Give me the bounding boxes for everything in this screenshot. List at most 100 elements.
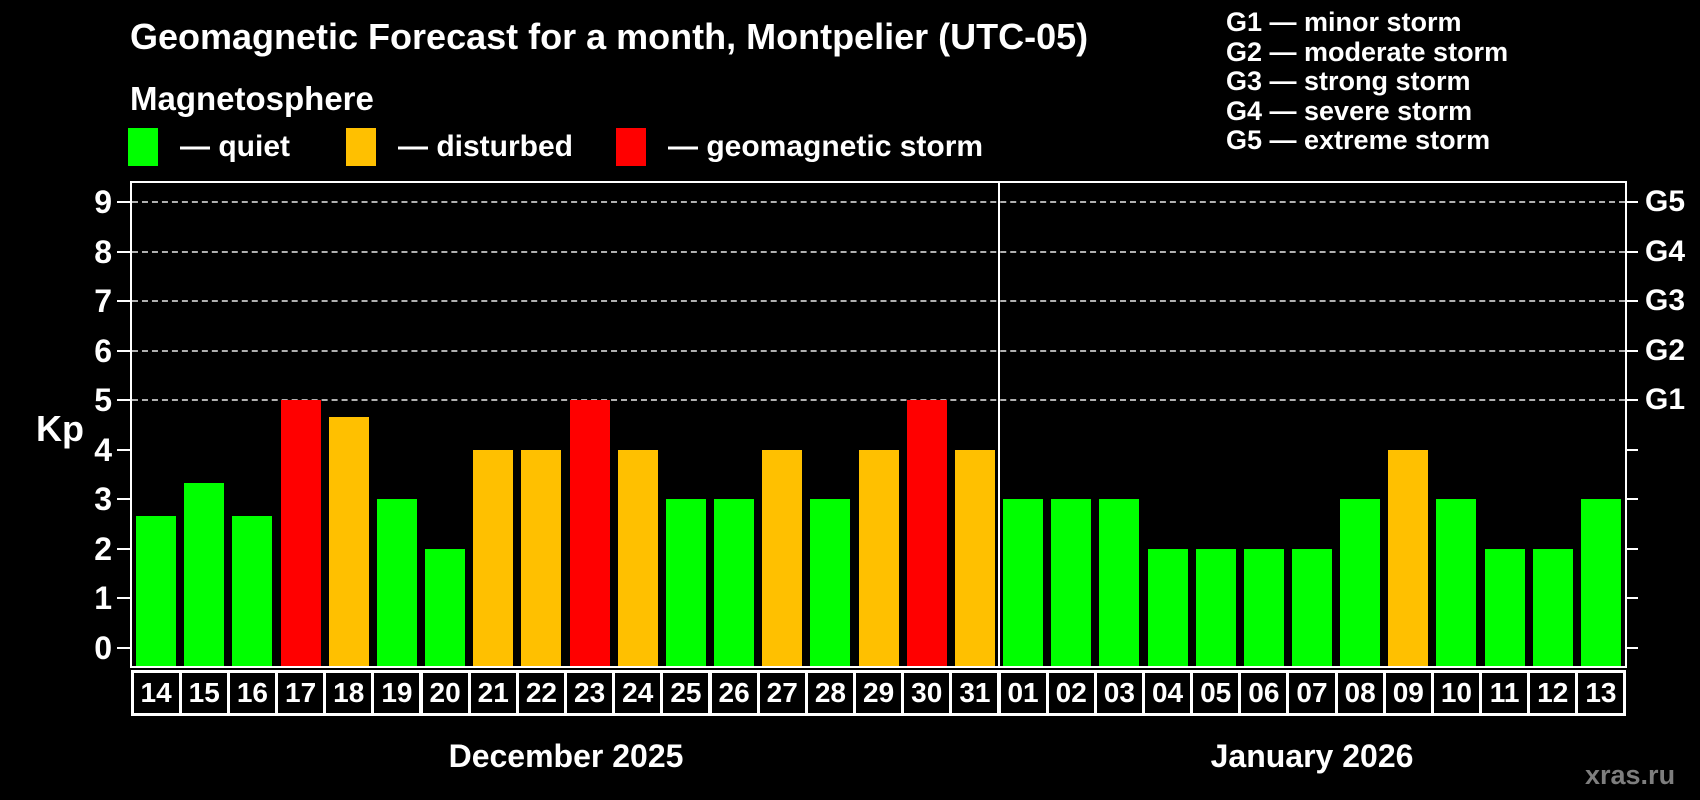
day-label-0-24: 24 (612, 670, 664, 716)
kp-bar-1-10 (1436, 499, 1477, 666)
y-axis-tick-8 (117, 250, 130, 253)
day-label-0-17: 17 (275, 670, 327, 716)
kp-bar-0-26 (714, 499, 755, 666)
kp-bar-1-03 (1099, 499, 1140, 666)
g-axis-tick-2 (1625, 547, 1638, 550)
kp-bar-0-15 (184, 483, 225, 666)
g-tick-label-g1: G1 (1645, 383, 1686, 417)
g-legend-line-g5: G5 — extreme storm (1226, 125, 1491, 155)
kp-bar-0-29 (858, 449, 899, 666)
day-label-0-25: 25 (660, 670, 712, 716)
legend-item-disturbed: — disturbed (346, 127, 573, 167)
gridline-kp9 (132, 201, 1625, 204)
day-label-0-22: 22 (515, 670, 567, 716)
quiet-swatch-icon (128, 128, 158, 166)
day-label-1-13: 13 (1575, 670, 1627, 716)
day-label-1-08: 08 (1334, 670, 1386, 716)
g-tick-label-g4: G4 (1645, 234, 1686, 268)
day-label-0-21: 21 (467, 670, 519, 716)
y-axis-tick-3 (117, 498, 130, 501)
gridline-kp5 (132, 399, 1625, 402)
gridline-kp7 (132, 300, 1625, 303)
day-label-0-29: 29 (853, 670, 905, 716)
g-legend-line-g4: G4 — severe storm (1226, 95, 1473, 126)
day-label-0-18: 18 (323, 670, 375, 716)
g-axis-tick-8 (1625, 250, 1638, 253)
y-tick-label-2: 2 (94, 530, 112, 567)
y-tick-label-4: 4 (94, 431, 112, 468)
day-label-0-15: 15 (178, 670, 230, 716)
kp-bar-1-13 (1580, 499, 1621, 666)
legend-item-storm: — geomagnetic storm (616, 127, 983, 167)
legend-label-quiet: — quiet (180, 130, 290, 163)
day-label-1-03: 03 (1093, 670, 1145, 716)
storm-swatch-icon (616, 128, 646, 166)
day-label-0-23: 23 (564, 670, 616, 716)
day-label-1-02: 02 (1045, 670, 1097, 716)
g-axis-tick-0 (1625, 647, 1638, 649)
g-legend-line-g1: G1 — minor storm (1226, 7, 1462, 37)
g-axis-tick-3 (1625, 498, 1638, 501)
y-tick-label-7: 7 (94, 283, 112, 320)
y-tick-label-8: 8 (94, 233, 112, 270)
kp-bar-0-19 (376, 499, 417, 666)
month-label-january: January 2026 (1210, 738, 1414, 774)
y-axis-tick-1 (117, 597, 130, 600)
g-tick-label-g2: G2 (1645, 333, 1686, 367)
g-legend-line-g3: G3 — strong storm (1226, 66, 1471, 96)
kp-bar-0-24 (617, 449, 658, 666)
y-tick-label-1: 1 (94, 580, 112, 617)
day-label-1-04: 04 (1141, 670, 1194, 716)
day-label-1-11: 11 (1479, 670, 1531, 716)
kp-bar-1-09 (1388, 449, 1429, 666)
day-label-0-27: 27 (756, 670, 808, 716)
day-label-0-14: 14 (130, 670, 182, 716)
kp-bar-0-28 (810, 499, 851, 666)
g-tick-label-g3: G3 (1645, 284, 1686, 318)
y-tick-label-3: 3 (94, 481, 112, 518)
y-axis-tick-2 (117, 547, 130, 550)
kp-bar-1-05 (1195, 548, 1236, 666)
y-axis-tick-6 (117, 349, 130, 352)
day-label-0-20: 20 (419, 670, 471, 716)
y-tick-label-0: 0 (94, 630, 112, 666)
kp-bar-0-31 (954, 449, 995, 666)
day-label-0-30: 30 (901, 670, 953, 716)
legend-item-quiet: — quiet (128, 127, 290, 167)
legend-label-storm: — geomagnetic storm (668, 130, 984, 163)
day-label-1-05: 05 (1190, 670, 1242, 716)
g-scale-legend: G1 — minor storm G2 — moderate storm G3 … (1226, 7, 1508, 156)
y-axis-tick-4 (117, 448, 130, 451)
kp-bar-1-07 (1292, 548, 1332, 666)
watermark: xras.ru (1585, 760, 1676, 790)
kp-bar-0-14 (136, 515, 177, 666)
day-label-0-26: 26 (708, 670, 760, 716)
g-axis-tick-4 (1625, 448, 1638, 451)
day-label-1-10: 10 (1430, 670, 1483, 716)
day-label-0-19: 19 (371, 670, 423, 716)
y-axis-tick-7 (117, 300, 130, 303)
y-axis-tick-0 (117, 647, 130, 649)
kp-bar-0-22 (521, 449, 562, 666)
g-axis-tick-7 (1625, 300, 1638, 303)
day-label-1-07: 07 (1286, 670, 1338, 716)
kp-bar-1-08 (1340, 499, 1381, 666)
g-axis-tick-9 (1625, 201, 1638, 204)
kp-bar-1-11 (1484, 548, 1525, 666)
day-label-1-12: 12 (1527, 670, 1579, 716)
kp-bar-0-27 (762, 449, 803, 666)
month-divider (998, 183, 1000, 666)
g-axis-tick-1 (1625, 597, 1638, 600)
kp-bar-0-21 (473, 449, 514, 666)
plot-area: 0 1 2 3 4 5 6 7 8 9 G5 G4 G3 G2 G1 14 15 16 17 18 19 20 21 22 23… (94, 181, 1685, 716)
gridline-kp6 (132, 349, 1625, 352)
legend-label-disturbed: — disturbed (398, 130, 574, 163)
y-axis-tick-5 (117, 399, 130, 402)
chart-subtitle: Magnetosphere (130, 80, 374, 117)
day-label-0-31: 31 (949, 670, 1001, 716)
y-tick-label-5: 5 (94, 382, 112, 419)
day-label-1-09: 09 (1382, 670, 1434, 716)
day-label-1-01: 01 (997, 670, 1049, 716)
kp-bar-1-04 (1147, 548, 1188, 666)
